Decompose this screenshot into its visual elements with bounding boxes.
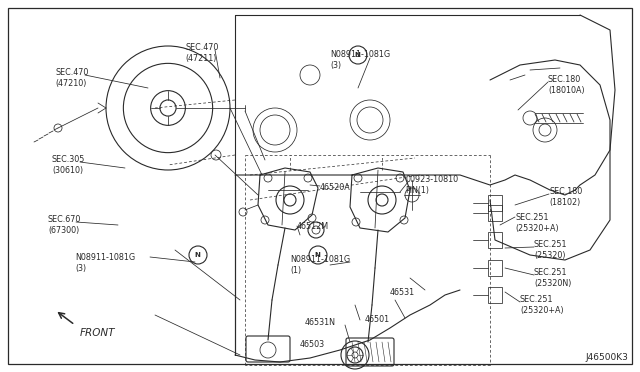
Bar	[488, 260, 502, 276]
Text: SEC.251
(25320+A): SEC.251 (25320+A)	[520, 295, 564, 315]
Text: SEC.251
(25320+A): SEC.251 (25320+A)	[515, 213, 559, 233]
Text: J46500K3: J46500K3	[585, 353, 628, 362]
Text: SEC.305
(30610): SEC.305 (30610)	[52, 155, 85, 175]
Text: SEC.251
(25320N): SEC.251 (25320N)	[534, 268, 572, 288]
Text: SEC.251
(25320): SEC.251 (25320)	[534, 240, 568, 260]
Text: SEC.670
(67300): SEC.670 (67300)	[48, 215, 81, 235]
Text: N: N	[194, 252, 200, 258]
Bar	[488, 195, 502, 211]
Text: 46531: 46531	[390, 288, 415, 297]
Text: SEC.470
(47211): SEC.470 (47211)	[185, 43, 218, 63]
Text: N08911-1081G
(1): N08911-1081G (1)	[290, 255, 350, 275]
Bar	[488, 232, 502, 248]
Text: N08911-1081G
(3): N08911-1081G (3)	[330, 50, 390, 70]
Bar	[488, 205, 502, 221]
Text: 46531N: 46531N	[305, 318, 336, 327]
Text: 46520A: 46520A	[320, 183, 351, 192]
Text: 00923-10810
PIN(1): 00923-10810 PIN(1)	[405, 175, 458, 195]
Text: SEC.180
(18102): SEC.180 (18102)	[549, 187, 582, 207]
Text: 46501: 46501	[365, 315, 390, 324]
Text: N08911-1081G
(3): N08911-1081G (3)	[75, 253, 135, 273]
Text: FRONT: FRONT	[80, 328, 115, 338]
Text: 46503: 46503	[300, 340, 325, 349]
Text: N: N	[354, 52, 360, 58]
Text: N: N	[314, 252, 320, 258]
Text: SEC.180
(18010A): SEC.180 (18010A)	[548, 75, 584, 95]
Bar	[488, 287, 502, 303]
Text: 46512M: 46512M	[297, 222, 329, 231]
Text: SEC.470
(47210): SEC.470 (47210)	[55, 68, 88, 88]
